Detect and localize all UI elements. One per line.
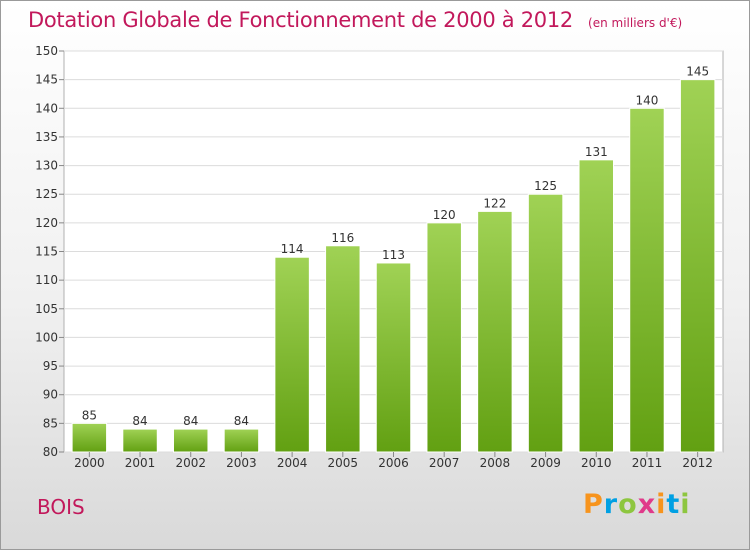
chart-title: Dotation Globale de Fonctionnement de 20…	[28, 8, 573, 32]
x-tick-label-2009: 2009	[530, 456, 561, 470]
y-tick-label: 130	[35, 159, 58, 173]
y-tick-label: 110	[35, 273, 58, 287]
x-tick-label-2008: 2008	[480, 456, 511, 470]
bar-2008	[477, 210, 513, 453]
value-label-2003: 84	[234, 414, 249, 428]
logo-letter: x	[637, 489, 657, 520]
bar-2010	[578, 159, 615, 453]
logo-letter: i	[656, 489, 667, 520]
y-tick-label: 120	[35, 216, 58, 230]
bar-2003	[223, 428, 260, 453]
bar-2005	[325, 245, 361, 453]
value-label-2012: 145	[686, 65, 709, 79]
value-label-2000: 85	[82, 408, 97, 422]
y-tick-label: 90	[43, 388, 58, 402]
logo-letter: P	[583, 489, 604, 520]
commune-name: BOIS	[37, 495, 85, 519]
value-label-2011: 140	[636, 93, 659, 107]
x-tick-label-2011: 2011	[632, 456, 663, 470]
y-tick-label: 80	[43, 445, 58, 459]
x-tick-label-2010: 2010	[581, 456, 612, 470]
bar-2011	[629, 107, 665, 453]
y-axis: 80 85 90 95 100 105 110 115 120 125 130 135 140 145 15…	[35, 44, 64, 459]
x-tick-label-2004: 2004	[277, 456, 308, 470]
y-tick-label: 95	[43, 359, 58, 373]
y-tick-label: 150	[35, 44, 58, 58]
logo-letter: i	[680, 489, 691, 520]
x-tick-label-2001: 2001	[125, 456, 156, 470]
bar-2004	[274, 256, 310, 453]
y-tick-label: 85	[43, 416, 58, 430]
y-tick-label: 100	[35, 330, 58, 344]
value-label-2002: 84	[183, 414, 198, 428]
x-tick-label-2002: 2002	[175, 456, 206, 470]
value-label-2010: 131	[585, 145, 608, 159]
bar-2001	[122, 428, 158, 453]
x-tick-label-2000: 2000	[74, 456, 105, 470]
value-label-2001: 84	[132, 414, 147, 428]
value-label-2007: 120	[433, 208, 456, 222]
bar-2007	[426, 222, 462, 453]
value-label-2009: 125	[534, 179, 557, 193]
logo-letter: r	[603, 489, 619, 520]
value-label-2004: 114	[281, 242, 304, 256]
x-tick-label-2006: 2006	[378, 456, 409, 470]
bar-2006	[375, 262, 412, 453]
x-tick-label-2012: 2012	[682, 456, 713, 470]
x-tick-label-2003: 2003	[226, 456, 257, 470]
value-label-2006: 113	[382, 248, 405, 262]
x-tick-label-2007: 2007	[429, 456, 460, 470]
y-tick-label: 105	[35, 302, 58, 316]
value-label-2005: 116	[331, 231, 354, 245]
bar-2002	[172, 428, 209, 453]
x-axis: 2000 2001 2002 2003 2004 2005 2006 2007 2008 2009…	[74, 452, 713, 470]
logo-letter: o	[618, 489, 638, 520]
x-tick-label-2005: 2005	[328, 456, 359, 470]
logo-letter: t	[666, 489, 681, 520]
y-tick-label: 140	[35, 101, 58, 115]
y-tick-label: 115	[35, 245, 58, 259]
unit-label: (en milliers d'€)	[588, 16, 683, 30]
bars: 85 84 84 84 114 116 113 120 122 125 131 140 145	[71, 65, 716, 453]
value-label-2008: 122	[483, 196, 506, 210]
bar-2009	[527, 193, 564, 453]
bar-2012	[679, 79, 716, 453]
y-tick-label: 125	[35, 187, 58, 201]
y-tick-label: 135	[35, 130, 58, 144]
y-tick-label: 145	[35, 73, 58, 87]
proxiti-logo[interactable]: Proxiti	[583, 489, 691, 520]
bar-2000	[71, 422, 108, 453]
title-row: Dotation Globale de Fonctionnement de 20…	[28, 8, 682, 32]
